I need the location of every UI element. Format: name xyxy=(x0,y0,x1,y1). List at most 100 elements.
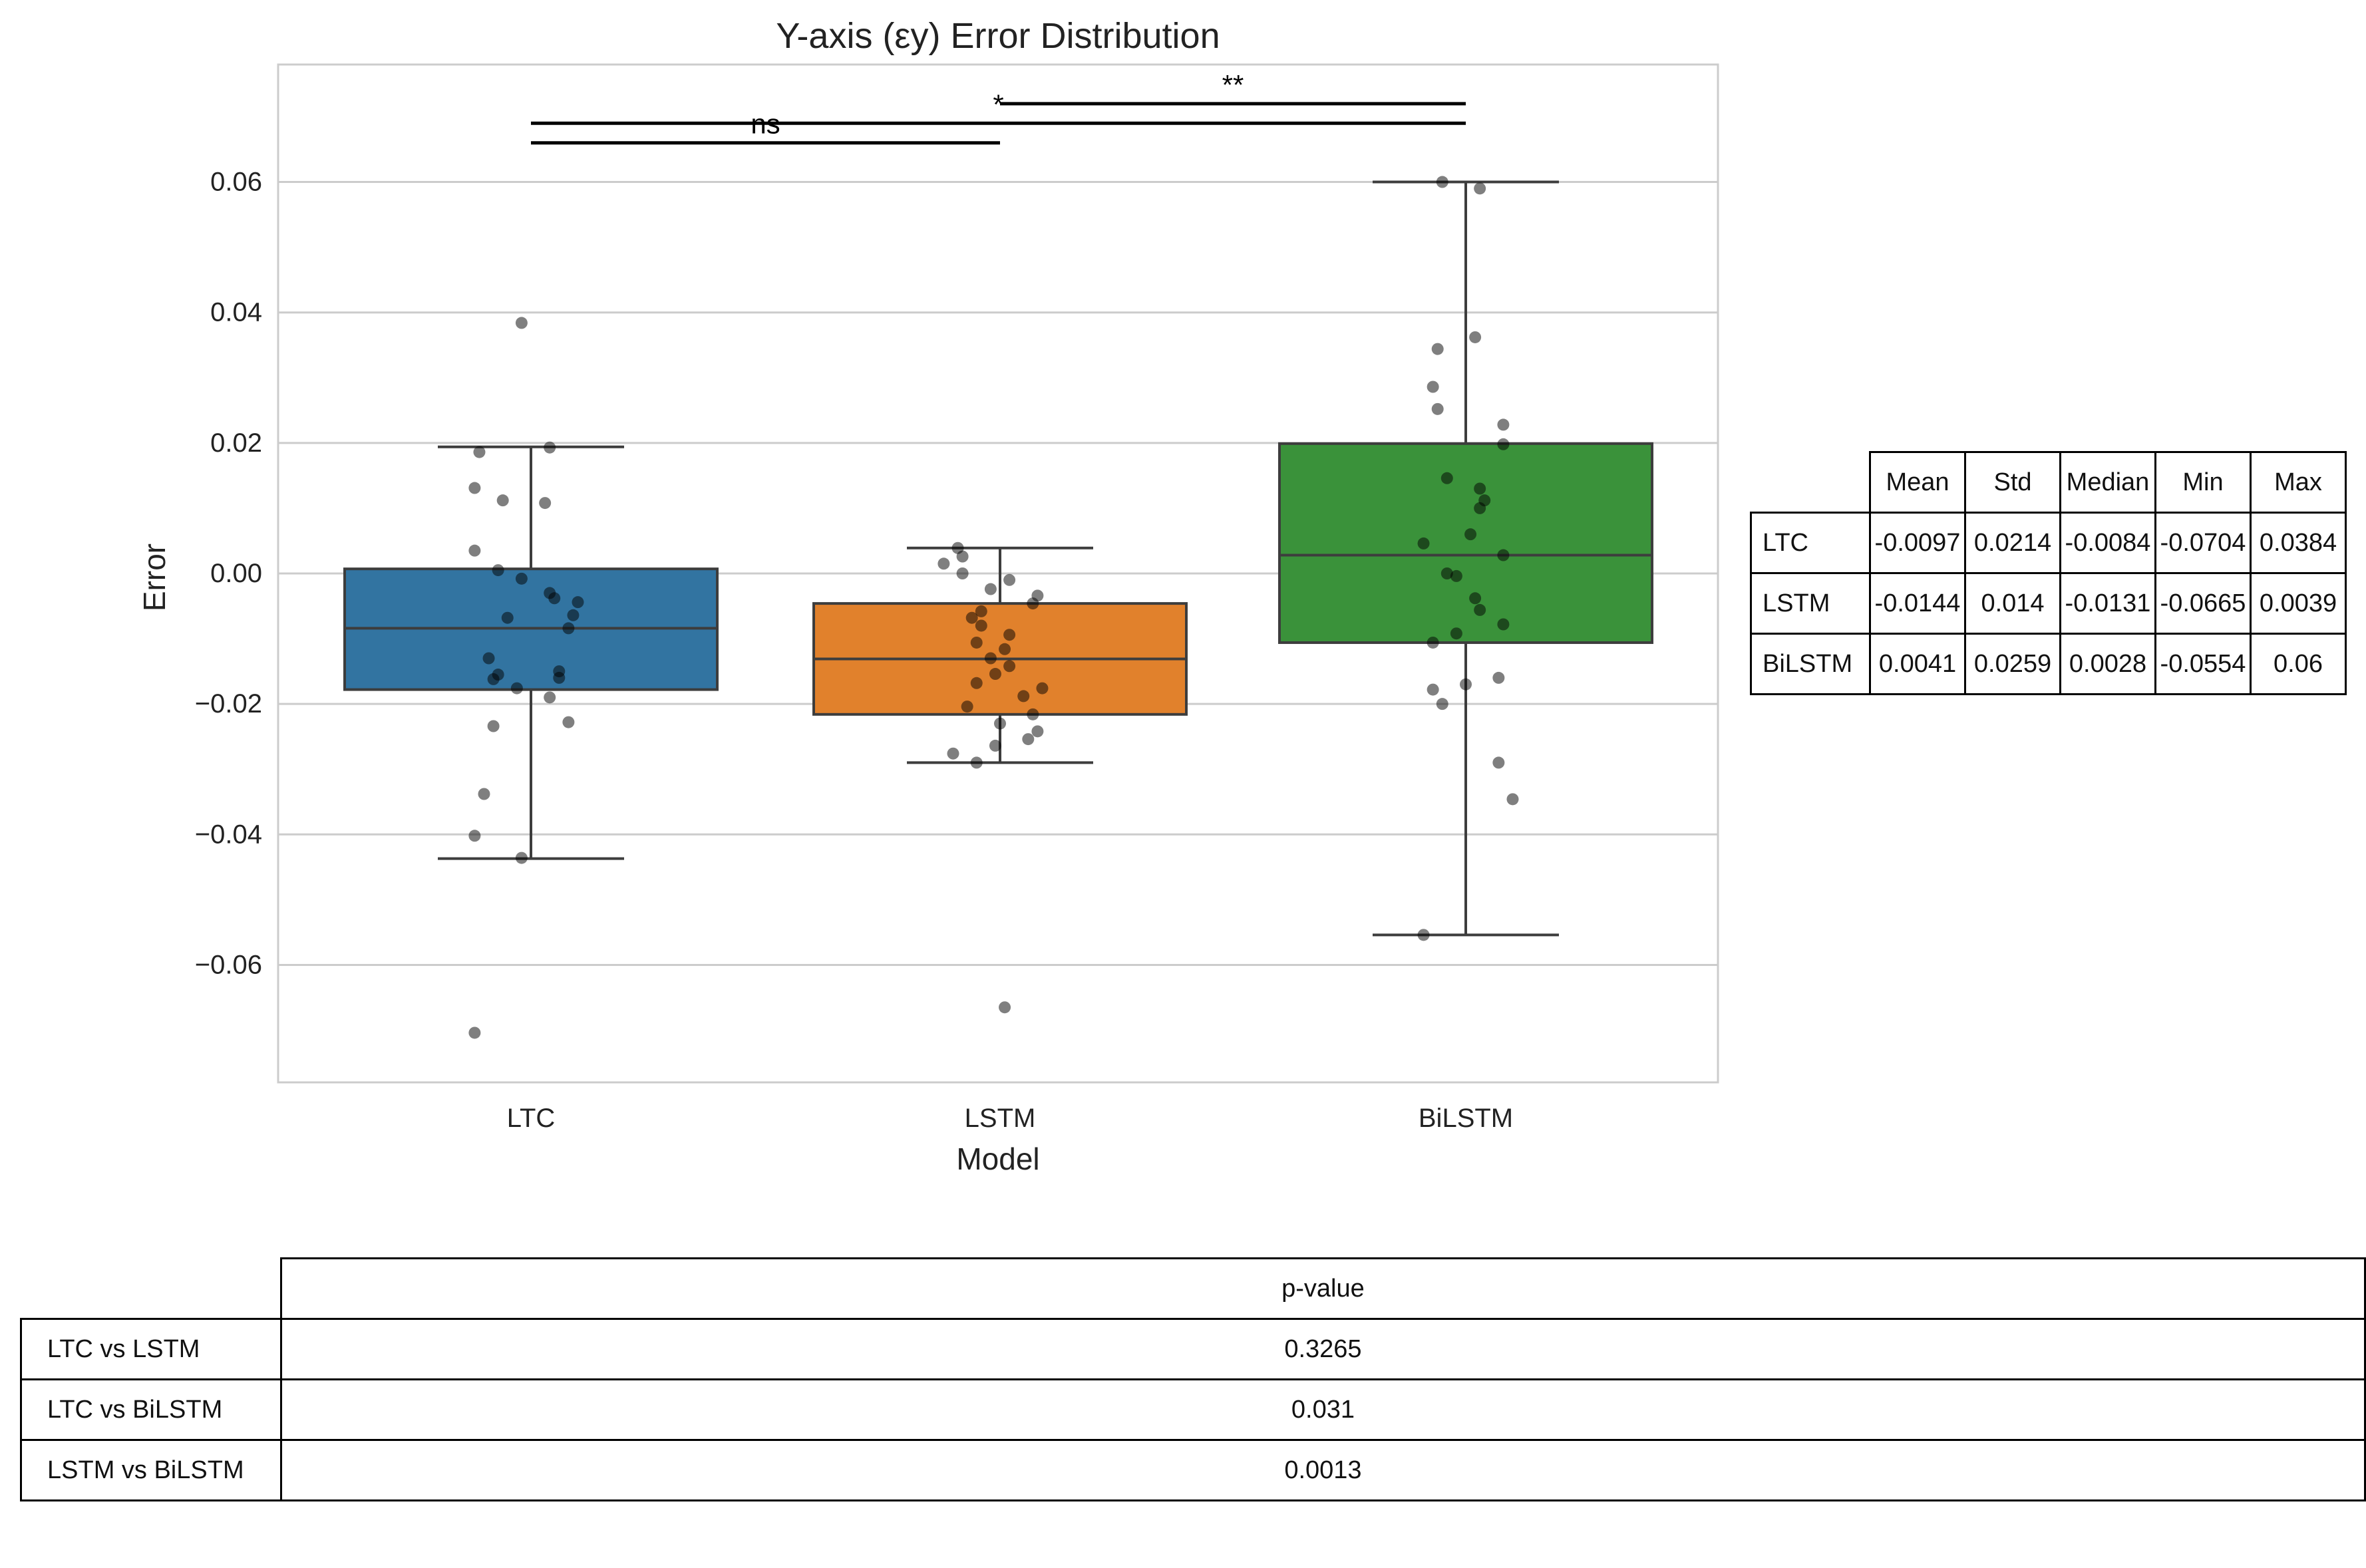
data-point xyxy=(487,720,500,732)
data-point xyxy=(1464,528,1477,541)
data-point xyxy=(1450,569,1462,582)
pvalue-cell: 0.0013 xyxy=(279,1439,2366,1501)
stats-header-cell: Min xyxy=(2154,451,2252,514)
stats-row-label: BiLSTM xyxy=(1750,633,1871,695)
data-point xyxy=(510,682,523,695)
box-bilstm xyxy=(1278,442,1653,644)
pvalue-row: LTC vs LSTM 0.3265 xyxy=(20,1318,2366,1380)
stats-row: LSTM -0.0144 0.014 -0.0131 -0.0665 0.003… xyxy=(1750,572,2347,635)
stats-cell: -0.0131 xyxy=(2059,572,2156,635)
data-point xyxy=(1022,733,1035,746)
pvalue-cell: 0.3265 xyxy=(279,1318,2366,1380)
data-point xyxy=(984,652,997,665)
data-point xyxy=(478,788,490,800)
stats-row-label: LTC xyxy=(1750,512,1871,574)
plot-frame xyxy=(277,63,1719,1084)
data-point xyxy=(1027,597,1039,610)
data-point xyxy=(1474,603,1486,616)
stats-cell: 0.06 xyxy=(2250,633,2347,695)
data-point xyxy=(1027,708,1039,720)
x-tick-label: LSTM xyxy=(965,1104,1036,1133)
data-point xyxy=(965,611,978,624)
stats-header-cell: Max xyxy=(2250,451,2347,514)
data-point xyxy=(975,605,987,617)
data-point xyxy=(989,739,1001,752)
significance-label: ** xyxy=(1222,69,1244,100)
stats-row: BiLSTM 0.0041 0.0259 0.0028 -0.0554 0.06 xyxy=(1750,633,2347,695)
chart-title: Y-axis (εy) Error Distribution xyxy=(776,16,1220,56)
data-point xyxy=(567,609,580,621)
box-group xyxy=(343,180,1653,937)
data-point xyxy=(487,673,500,685)
data-point xyxy=(515,317,528,329)
stats-cell: 0.014 xyxy=(1964,572,2061,635)
data-point xyxy=(970,756,983,769)
data-point xyxy=(937,557,950,570)
data-point xyxy=(1436,176,1448,188)
data-point xyxy=(1003,629,1016,641)
y-tick-label: 0.04 xyxy=(210,298,262,327)
data-point xyxy=(1497,418,1510,431)
data-point xyxy=(492,564,504,577)
x-axis-label: Model xyxy=(956,1142,1039,1176)
significance-label: * xyxy=(993,88,1003,120)
points-group xyxy=(468,176,1519,1039)
stats-cell: 0.0214 xyxy=(1964,512,2061,574)
pvalue-row: LTC vs BiLSTM 0.031 xyxy=(20,1378,2366,1441)
stats-table: Mean Std Median Min Max LTC -0.0097 0.02… xyxy=(1750,451,2347,695)
data-point xyxy=(1431,402,1444,415)
data-point xyxy=(975,619,987,632)
data-point xyxy=(984,583,997,595)
stats-cell: 0.0039 xyxy=(2250,572,2347,635)
data-point xyxy=(999,643,1011,655)
data-point xyxy=(1474,482,1486,495)
data-point xyxy=(468,544,481,557)
data-point xyxy=(1440,567,1453,579)
y-tick-label: 0.06 xyxy=(210,168,262,197)
y-tick-label: 0.02 xyxy=(210,428,262,458)
data-point xyxy=(572,596,584,609)
data-point xyxy=(562,716,575,728)
y-tick-label: −0.06 xyxy=(195,950,262,979)
data-point xyxy=(553,671,566,684)
data-point xyxy=(539,497,552,510)
stats-cell: 0.0384 xyxy=(2250,512,2347,574)
data-point xyxy=(501,611,514,624)
data-point xyxy=(1492,671,1505,684)
pvalue-corner-cell xyxy=(21,1258,282,1320)
x-tick-labels: LTC LSTM BiLSTM xyxy=(507,1104,1513,1133)
stats-cell: 0.0041 xyxy=(1869,633,1966,695)
stats-header-cell: Std xyxy=(1964,451,2061,514)
data-point xyxy=(515,572,528,585)
pvalue-row-label: LTC vs LSTM xyxy=(20,1318,282,1380)
y-axis-label: Error xyxy=(137,544,172,611)
data-point xyxy=(1506,793,1519,806)
data-point xyxy=(1492,756,1505,769)
data-point xyxy=(1036,682,1049,695)
data-point xyxy=(956,550,969,563)
data-point xyxy=(970,677,983,689)
data-point xyxy=(1497,438,1510,450)
pvalue-table: p-value LTC vs LSTM 0.3265 LTC vs BiLSTM… xyxy=(20,1257,2366,1501)
data-point xyxy=(1460,678,1472,691)
data-point xyxy=(1003,660,1016,673)
stats-cell: 0.0028 xyxy=(2059,633,2156,695)
data-point xyxy=(468,482,481,494)
data-point xyxy=(548,592,561,605)
stats-cell: -0.0097 xyxy=(1869,512,1966,574)
stats-cell: -0.0665 xyxy=(2154,572,2252,635)
pvalue-header-row: p-value xyxy=(21,1257,2366,1320)
stats-header-row: Mean Std Median Min Max xyxy=(1751,451,2347,514)
data-point xyxy=(1474,182,1486,195)
data-point xyxy=(947,747,959,760)
data-point xyxy=(1450,627,1462,640)
stats-header-cell: Mean xyxy=(1869,451,1966,514)
data-point xyxy=(468,830,481,842)
y-tick-label: 0.00 xyxy=(210,559,262,588)
data-point xyxy=(1469,331,1482,343)
data-point xyxy=(1469,592,1482,605)
data-point xyxy=(1417,537,1430,549)
data-point xyxy=(956,567,969,579)
data-point xyxy=(1436,698,1448,710)
stats-corner-cell xyxy=(1751,452,1871,514)
